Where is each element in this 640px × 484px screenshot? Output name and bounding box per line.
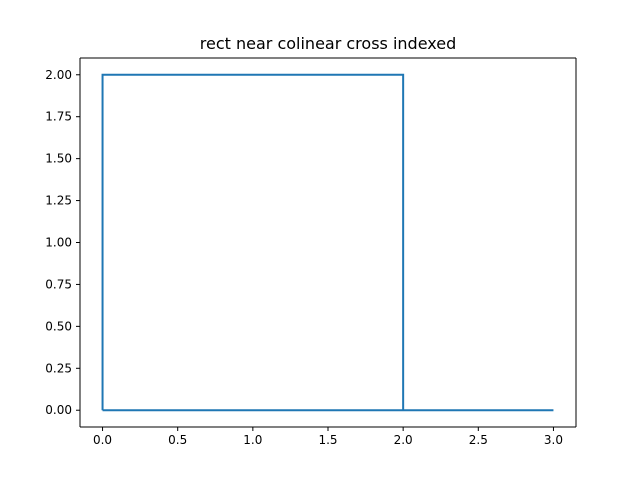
y-tick-label: 0.25 bbox=[45, 361, 72, 375]
chart-title: rect near colinear cross indexed bbox=[200, 34, 456, 53]
y-tick-label: 0.00 bbox=[45, 403, 72, 417]
x-tick-label: 1.0 bbox=[243, 433, 262, 447]
y-tick-label: 1.25 bbox=[45, 194, 72, 208]
plot-area: 0.0 0.5 1.0 1.5 2.0 2.5 3.0 0.00 0.25 0.50 0.75 1.0… bbox=[45, 57, 577, 447]
y-tick-label: 0.50 bbox=[45, 319, 72, 333]
series-line-0 bbox=[101, 73, 554, 412]
y-tick-label: 2.00 bbox=[45, 68, 72, 82]
x-tick-label: 2.5 bbox=[469, 433, 488, 447]
x-tick-label: 3.0 bbox=[544, 433, 563, 447]
x-tick-label: 1.5 bbox=[318, 433, 337, 447]
x-tick-label: 0.0 bbox=[93, 433, 112, 447]
y-tick-label: 1.50 bbox=[45, 152, 72, 166]
x-tick-label: 0.5 bbox=[168, 433, 187, 447]
y-tick-label: 1.75 bbox=[45, 110, 72, 124]
x-tick-label: 2.0 bbox=[394, 433, 413, 447]
y-tick-label: 0.75 bbox=[45, 277, 72, 291]
y-tick-label: 1.00 bbox=[45, 236, 72, 250]
